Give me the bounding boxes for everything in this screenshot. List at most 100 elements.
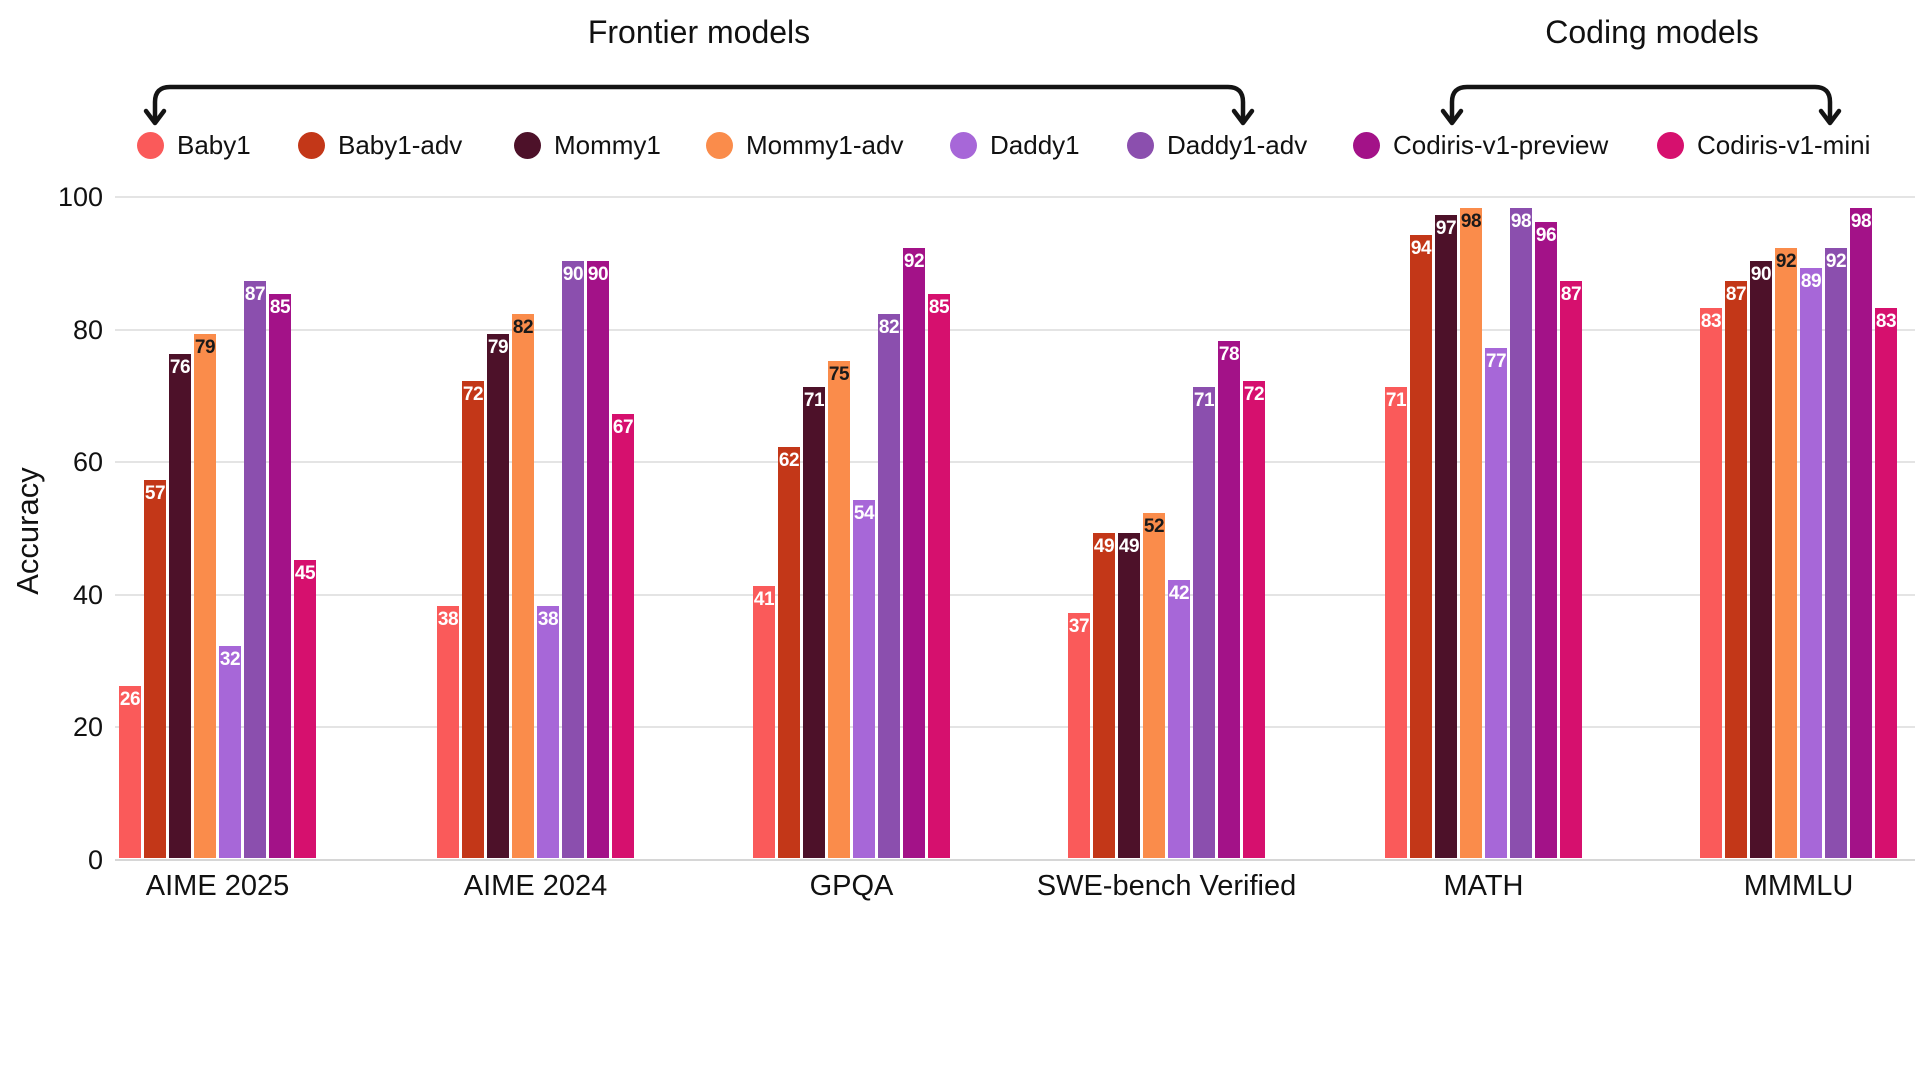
bar: 98 bbox=[1850, 208, 1872, 858]
frontier-bracket-arrow bbox=[143, 84, 1255, 126]
bar-value-label: 49 bbox=[1118, 536, 1140, 558]
bar: 54 bbox=[853, 499, 875, 858]
bar-value-label: 82 bbox=[512, 317, 534, 339]
frontier-models-title: Frontier models bbox=[587, 14, 811, 50]
bar: 83 bbox=[1700, 307, 1722, 858]
bar-value-label: 42 bbox=[1168, 582, 1190, 604]
bar: 98 bbox=[1460, 208, 1482, 858]
bar-group: 83 87 90 92 89 92 98 83 bbox=[1700, 195, 1897, 858]
bar-group: 38 72 79 82 38 90 90 67 bbox=[437, 195, 634, 858]
bar-value-label: 67 bbox=[612, 416, 634, 438]
bar: 87 bbox=[1560, 281, 1582, 858]
bar-value-label: 72 bbox=[462, 383, 484, 405]
bar: 37 bbox=[1068, 612, 1090, 858]
legend-swatch-icon bbox=[950, 131, 977, 159]
bar-value-label: 85 bbox=[269, 297, 291, 319]
x-axis-label: AIME 2025 bbox=[145, 870, 290, 902]
gridline bbox=[115, 859, 1915, 861]
y-tick-label: 60 bbox=[72, 447, 103, 478]
bar: 92 bbox=[903, 248, 925, 858]
bar: 77 bbox=[1485, 347, 1507, 858]
bar-group: 26 57 76 79 32 87 85 45 bbox=[119, 195, 316, 858]
bar-value-label: 78 bbox=[1218, 343, 1240, 365]
legend-swatch-icon bbox=[514, 131, 541, 159]
bar: 67 bbox=[612, 413, 634, 858]
legend-swatch-icon bbox=[706, 131, 733, 159]
legend-swatch-icon bbox=[1657, 131, 1684, 159]
legend-swatch-icon bbox=[137, 131, 164, 159]
bar-value-label: 97 bbox=[1435, 217, 1457, 239]
bar: 79 bbox=[487, 334, 509, 858]
bar-group: 37 49 49 52 42 71 78 72 bbox=[1068, 195, 1265, 858]
bar: 52 bbox=[1143, 513, 1165, 858]
gridline bbox=[115, 461, 1915, 464]
legend-item-label: Daddy1 bbox=[990, 129, 1080, 160]
bar: 87 bbox=[244, 281, 266, 858]
legend-item: Codiris-v1-mini bbox=[1657, 128, 1870, 162]
bar-value-label: 52 bbox=[1143, 516, 1165, 538]
x-axis-label: AIME 2024 bbox=[463, 870, 608, 902]
gridline bbox=[115, 196, 1915, 198]
legend-item: Daddy1 bbox=[950, 128, 1080, 162]
bar-value-label: 90 bbox=[1750, 264, 1772, 286]
legend-item-label: Codiris-v1-preview bbox=[1393, 129, 1609, 160]
bar-value-label: 26 bbox=[119, 688, 141, 710]
bar: 26 bbox=[119, 685, 141, 858]
y-tick-label: 100 bbox=[57, 182, 103, 212]
coding-bracket-arrow bbox=[1440, 84, 1842, 126]
chart-legend: Baby1 Baby1-adv Mommy1 Mommy1-adv Daddy1 Dadd… bbox=[0, 128, 1920, 164]
legend-item-label: Baby1-adv bbox=[338, 129, 463, 160]
bar-value-label: 38 bbox=[537, 609, 559, 631]
bar-value-label: 71 bbox=[1193, 390, 1215, 412]
bar-value-label: 89 bbox=[1800, 270, 1822, 292]
bar: 85 bbox=[269, 294, 291, 858]
bar-value-label: 76 bbox=[169, 357, 191, 379]
legend-swatch-icon bbox=[298, 131, 325, 159]
bar-value-label: 92 bbox=[903, 251, 925, 273]
legend-swatch-icon bbox=[1127, 131, 1154, 159]
x-axis-label: GPQA bbox=[809, 870, 894, 902]
legend-item: Codiris-v1-preview bbox=[1353, 128, 1608, 162]
bar-value-label: 79 bbox=[487, 337, 509, 359]
bar: 49 bbox=[1118, 533, 1140, 858]
bar: 42 bbox=[1168, 579, 1190, 858]
bar: 96 bbox=[1535, 221, 1557, 858]
bar-value-label: 85 bbox=[928, 297, 950, 319]
plot-area: 26 57 76 79 32 87 85 45 AIME 2025 38 72 79 82 38 90 90 6… bbox=[115, 195, 1915, 902]
x-axis-label: MMMLU bbox=[1743, 870, 1854, 902]
bar: 71 bbox=[1385, 387, 1407, 858]
bar: 71 bbox=[803, 387, 825, 858]
bar-value-label: 92 bbox=[1825, 251, 1847, 273]
legend-item-label: Mommy1 bbox=[554, 129, 661, 160]
bar-value-label: 77 bbox=[1485, 350, 1507, 372]
bar: 98 bbox=[1510, 208, 1532, 858]
bar: 89 bbox=[1800, 267, 1822, 858]
legend-item: Baby1-adv bbox=[298, 128, 462, 162]
bar: 85 bbox=[928, 294, 950, 858]
bar-value-label: 87 bbox=[1725, 284, 1747, 306]
bar: 71 bbox=[1193, 387, 1215, 858]
bar-value-label: 83 bbox=[1875, 310, 1897, 332]
bar-value-label: 79 bbox=[194, 337, 216, 359]
bar-value-label: 98 bbox=[1510, 211, 1532, 233]
bar-value-label: 98 bbox=[1850, 211, 1872, 233]
legend-item-label: Daddy1-adv bbox=[1167, 129, 1308, 160]
bar-value-label: 96 bbox=[1535, 224, 1557, 246]
legend-item: Baby1 bbox=[137, 128, 251, 162]
legend-swatch-icon bbox=[1353, 131, 1380, 159]
y-tick-label: 40 bbox=[72, 579, 103, 610]
gridline bbox=[115, 593, 1915, 596]
bar: 82 bbox=[512, 314, 534, 858]
bar-value-label: 71 bbox=[803, 390, 825, 412]
bar-value-label: 72 bbox=[1243, 383, 1265, 405]
bar: 76 bbox=[169, 354, 191, 858]
bar-group: 71 94 97 98 77 98 96 87 bbox=[1385, 195, 1582, 858]
y-tick-label: 20 bbox=[72, 712, 103, 743]
legend-item: Mommy1-adv bbox=[706, 128, 903, 162]
bar-value-label: 87 bbox=[244, 284, 266, 306]
bar-value-label: 41 bbox=[753, 589, 775, 611]
legend-item-label: Codiris-v1-mini bbox=[1697, 129, 1871, 160]
gridline bbox=[115, 328, 1915, 331]
bar-value-label: 75 bbox=[828, 363, 850, 385]
